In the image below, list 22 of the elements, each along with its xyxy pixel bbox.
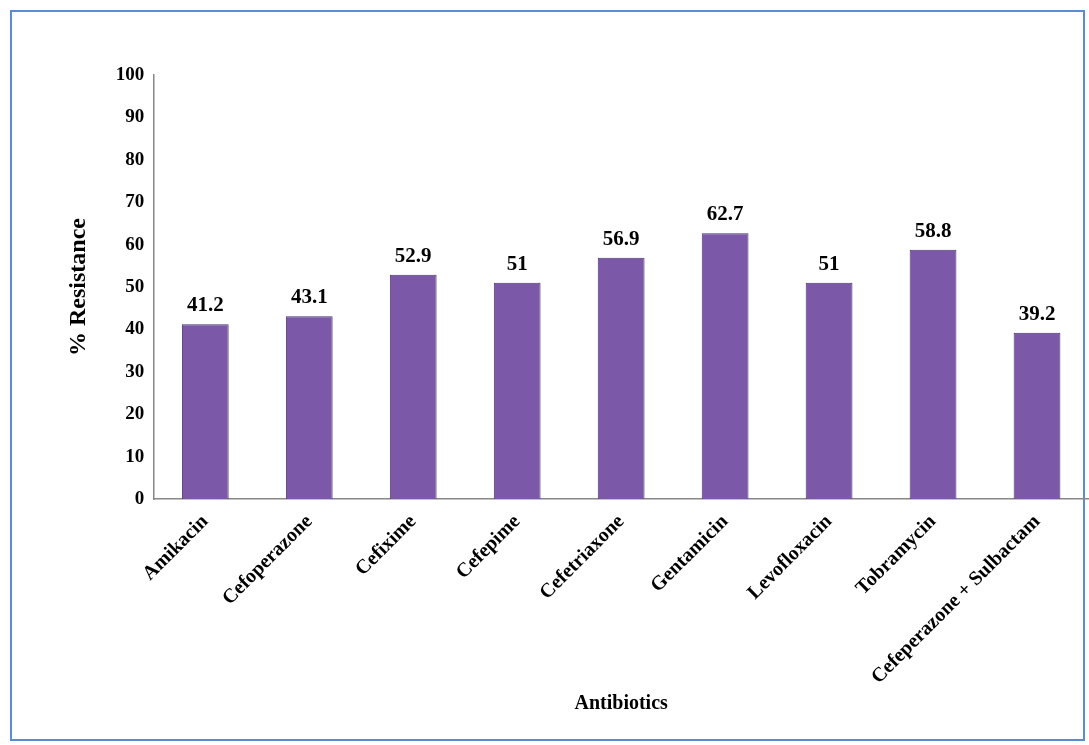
data-label: 62.7	[706, 201, 744, 226]
data-label: 51	[818, 250, 840, 275]
y-tick-label: 90	[125, 105, 145, 127]
y-tick-label: 30	[125, 359, 145, 381]
y-tick-label: 40	[125, 317, 145, 339]
data-label: 39.2	[1018, 300, 1056, 325]
y-tick-label: 0	[134, 486, 145, 508]
y-tick-label: 80	[125, 147, 145, 169]
data-label: 52.9	[394, 242, 432, 267]
data-label: 51	[506, 250, 528, 275]
y-tick-label: 100	[115, 62, 145, 84]
data-label: 43.1	[290, 284, 328, 309]
x-axis-title: Antibiotics	[574, 691, 669, 714]
y-axis-title: % Resistance	[63, 217, 90, 356]
data-label: 56.9	[602, 225, 640, 250]
data-label: 41.2	[186, 292, 224, 317]
data-label: 58.8	[914, 217, 952, 242]
y-tick-label: 60	[125, 232, 145, 254]
y-tick-label: 70	[125, 190, 145, 212]
y-tick-label: 10	[125, 444, 145, 466]
y-tick-label: 50	[125, 274, 145, 296]
y-tick-label: 20	[125, 402, 145, 424]
